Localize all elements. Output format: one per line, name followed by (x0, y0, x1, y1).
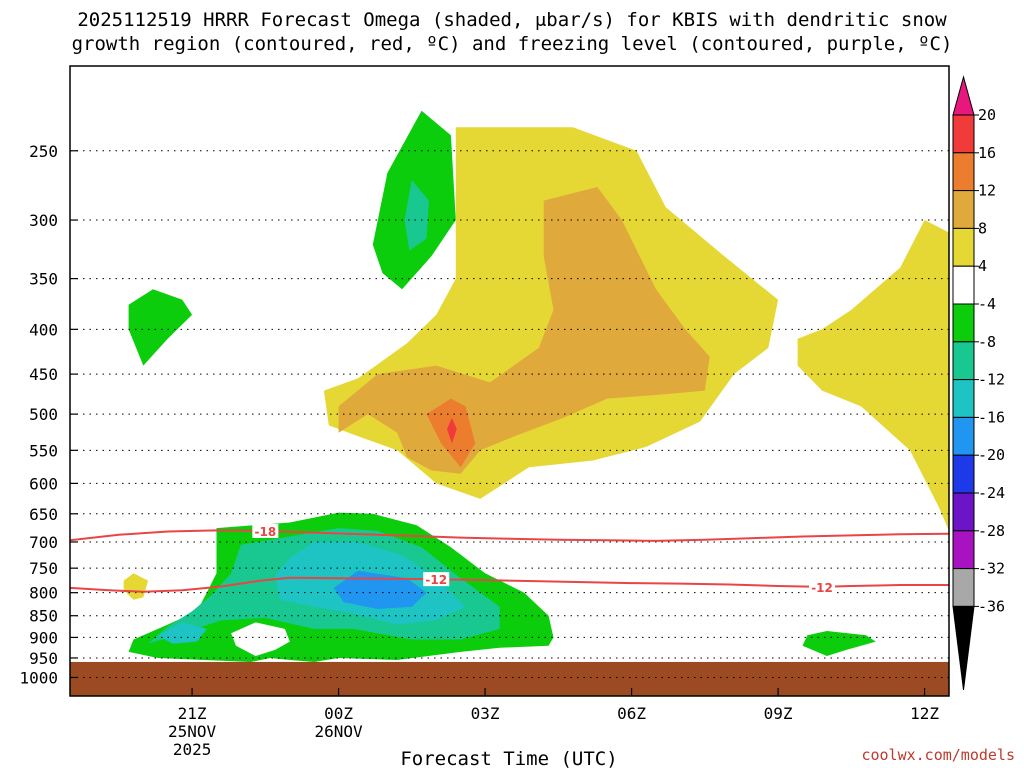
y-tick-label: 450 (29, 365, 58, 384)
y-tick-label: 700 (29, 533, 58, 552)
colorbar-tick-label: 16 (978, 144, 996, 162)
omega-colorbar: 20 16 12 8 4 -4 -8 -12 -16 -20 -24 -28 -32 -36 (952, 75, 1005, 691)
colorbar-bin (952, 265, 975, 305)
colorbar-bin (952, 303, 975, 343)
colorbar-bin (952, 227, 975, 267)
colorbar-tick-label: 20 (978, 106, 996, 124)
contour-line (70, 576, 949, 593)
y-tick-label: 600 (29, 474, 58, 493)
colorbar-tick-label: 4 (978, 257, 987, 275)
colorbar-bin (952, 568, 975, 607)
colorbar-tick-label: -12 (978, 371, 1005, 389)
colorbar-bin (952, 416, 975, 456)
omega-region (157, 622, 207, 644)
y-tick-label: 900 (29, 628, 58, 647)
contour-line (70, 529, 949, 542)
y-tick-label: 500 (29, 405, 58, 424)
x-tick-label: 09Z (764, 704, 793, 723)
colorbar-top-arrow (952, 75, 975, 116)
omega-region (128, 289, 193, 366)
colorbar-bin (952, 530, 975, 570)
colorbar-tick-label: 12 (978, 182, 996, 200)
x-tick-label: 03Z (471, 704, 500, 723)
contour-label: -12 (811, 581, 833, 595)
colorbar-bin (952, 454, 975, 494)
x-axis-label: Forecast Time (UTC) (400, 748, 617, 768)
x-tick-label: 12Z (910, 704, 939, 723)
colorbar-bin (952, 190, 975, 229)
y-tick-label: 250 (29, 142, 58, 161)
colorbar-tick-label: -24 (978, 484, 1005, 502)
omega-region (338, 187, 710, 474)
y-tick-label: 950 (29, 649, 58, 668)
y-tick-label: 300 (29, 211, 58, 230)
contour-label-bg (809, 579, 836, 594)
colorbar-tick-label: -16 (978, 408, 1005, 426)
y-tick-label: 850 (29, 607, 58, 626)
colorbar-bottom-arrow (952, 605, 975, 691)
colorbar-tick-label: -28 (978, 522, 1005, 540)
chart-title-line-2: growth region (contoured, red, ºC) and f… (72, 33, 953, 55)
contour-label-bg (252, 523, 279, 538)
contour-label: -12 (425, 573, 447, 587)
colorbar-bin (952, 152, 975, 192)
colorbar-bin (952, 341, 975, 381)
contour-label-bg (423, 572, 450, 587)
colorbar-bin (952, 492, 975, 532)
x-tick-label: 06Z (617, 704, 646, 723)
colorbar-bin (952, 379, 975, 418)
y-tick-label: 1000 (19, 668, 58, 687)
colorbar-tick-label: -20 (978, 446, 1005, 464)
site-credit: coolwx.com/models (861, 746, 1015, 764)
x-tick-label: 25NOV (168, 722, 217, 741)
contour-label: -18 (254, 525, 276, 539)
omega-shading (70, 110, 949, 696)
y-tick-label: 650 (29, 505, 58, 524)
x-tick-label: 26NOV (314, 722, 363, 741)
colorbar-tick-label: 8 (978, 219, 987, 237)
pressure-axis: 250 300 350 400 450 500 550 600 650 700 750 800 850 9… (19, 142, 78, 687)
colorbar-bin (952, 114, 975, 154)
terrain-ground (70, 661, 949, 696)
colorbar-tick-label: -36 (978, 597, 1005, 615)
colorbar-tick-label: -32 (978, 560, 1005, 578)
temperature-contours: -18 -12 -12 (70, 523, 949, 595)
colorbar-tick-label: -8 (978, 333, 996, 351)
omega-region (447, 417, 457, 444)
y-tick-label: 550 (29, 441, 58, 460)
omega-region (333, 570, 427, 609)
chart-title-line-1: 2025112519 HRRR Forecast Omega (shaded, … (77, 9, 947, 31)
omega-region (404, 180, 429, 251)
y-tick-label: 750 (29, 559, 58, 578)
x-tick-label: 21Z (178, 704, 207, 723)
plot-area: -18 -12 -12 (69, 65, 950, 697)
x-tick-label: 00Z (324, 704, 353, 723)
colorbar-tick-label: -4 (978, 295, 996, 313)
plot-frame (69, 65, 950, 697)
omega-neutral-pocket (231, 622, 290, 656)
y-tick-label: 800 (29, 584, 58, 603)
y-tick-label: 400 (29, 320, 58, 339)
y-tick-label: 350 (29, 270, 58, 289)
omega-region (797, 220, 949, 531)
x-tick-label: 2025 (173, 740, 212, 759)
